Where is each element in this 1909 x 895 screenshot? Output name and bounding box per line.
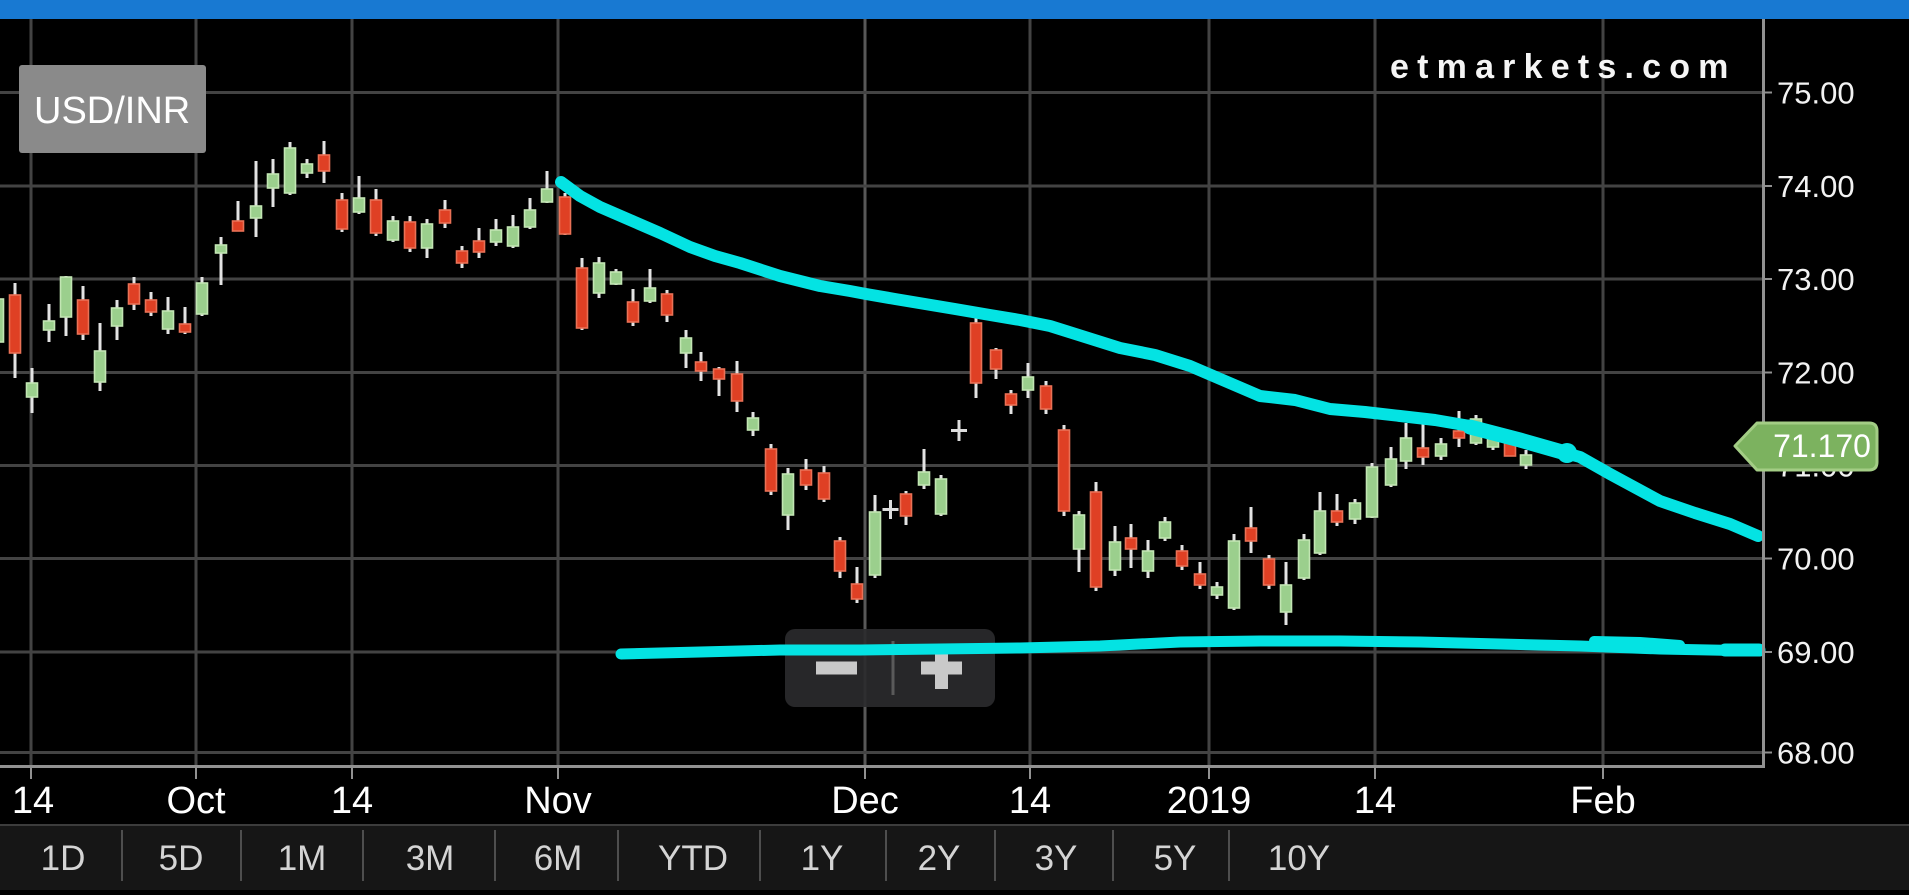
svg-text:71.170: 71.170 <box>1773 428 1871 464</box>
svg-text:5Y: 5Y <box>1154 839 1197 878</box>
svg-text:69.00: 69.00 <box>1777 635 1855 670</box>
svg-text:72.00: 72.00 <box>1777 356 1855 391</box>
svg-text:75.00: 75.00 <box>1777 76 1855 111</box>
svg-text:3M: 3M <box>406 839 455 878</box>
svg-text:14: 14 <box>1354 780 1396 822</box>
svg-text:2Y: 2Y <box>918 839 961 878</box>
svg-text:14: 14 <box>331 780 373 822</box>
svg-text:14: 14 <box>12 780 54 822</box>
svg-text:14: 14 <box>1009 780 1051 822</box>
svg-text:74.00: 74.00 <box>1777 169 1855 204</box>
svg-text:1M: 1M <box>278 839 327 878</box>
svg-text:Dec: Dec <box>831 780 899 822</box>
svg-text:5D: 5D <box>159 839 204 878</box>
svg-text:Oct: Oct <box>166 780 226 822</box>
svg-text:Nov: Nov <box>524 780 592 822</box>
svg-text:Feb: Feb <box>1570 780 1635 822</box>
svg-text:1Y: 1Y <box>801 839 844 878</box>
svg-text:6M: 6M <box>534 839 583 878</box>
svg-text:68.00: 68.00 <box>1777 736 1855 771</box>
svg-text:2019: 2019 <box>1167 780 1252 822</box>
svg-text:USD/INR: USD/INR <box>34 90 190 132</box>
svg-text:YTD: YTD <box>658 839 728 878</box>
svg-text:73.00: 73.00 <box>1777 262 1855 297</box>
svg-text:10Y: 10Y <box>1268 839 1330 878</box>
svg-text:etmarkets.com: etmarkets.com <box>1390 48 1737 86</box>
svg-text:70.00: 70.00 <box>1777 542 1855 577</box>
svg-text:3Y: 3Y <box>1035 839 1078 878</box>
svg-text:1D: 1D <box>41 839 86 878</box>
